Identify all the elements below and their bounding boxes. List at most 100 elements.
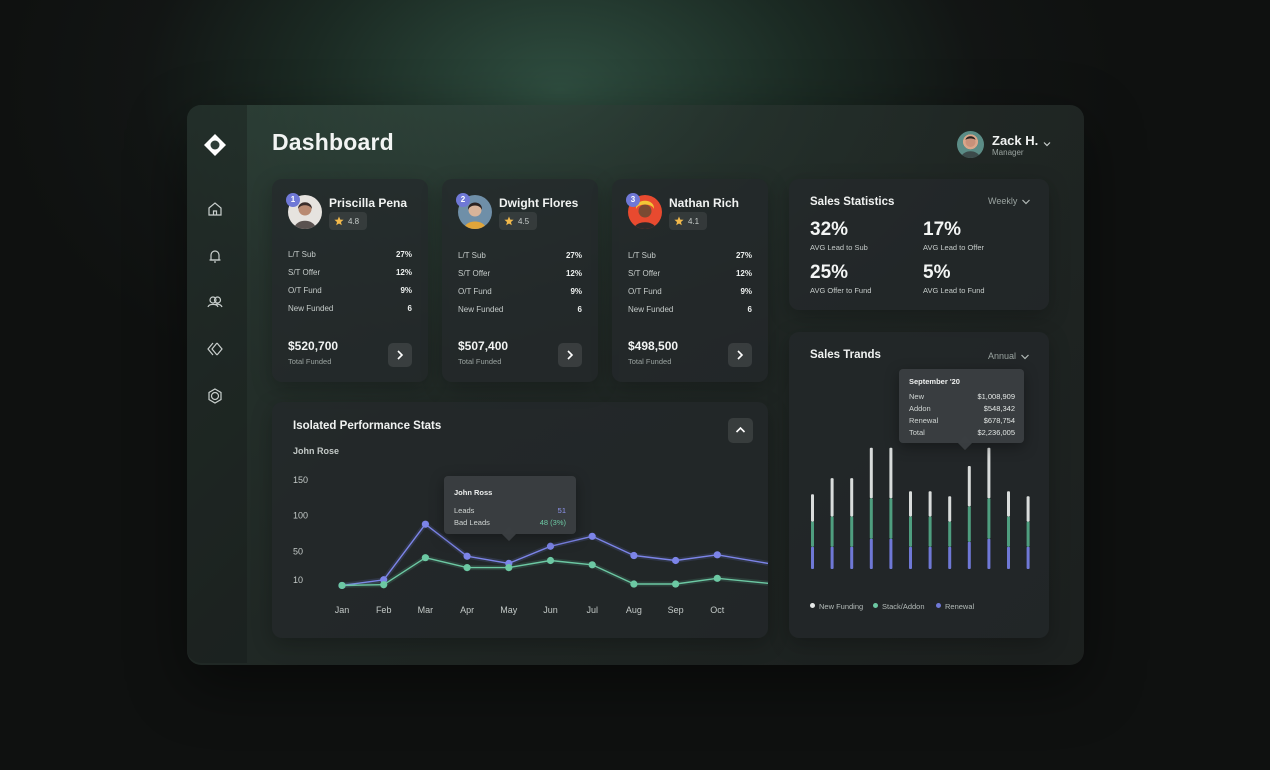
tooltip-value: $1,008,909 xyxy=(977,392,1015,401)
total-funded-amount: $520,700 xyxy=(288,339,339,353)
bar-segment xyxy=(811,521,814,547)
sales-statistics-title: Sales Statistics xyxy=(810,196,895,208)
bar-segment xyxy=(987,498,991,539)
bar-segment xyxy=(830,478,834,517)
x-tick-label: Oct xyxy=(710,605,725,615)
tooltip-label: Addon xyxy=(909,404,931,413)
x-tick-label: Jan xyxy=(335,605,350,615)
legend-label: New Funding xyxy=(819,602,864,611)
data-point xyxy=(672,580,680,588)
stat-label: S/T Offer xyxy=(628,269,661,278)
bar-segment xyxy=(1007,491,1010,517)
legend-dot xyxy=(810,603,815,608)
chevron-right-icon xyxy=(397,350,404,360)
bar-segment xyxy=(987,538,991,569)
bar-segment xyxy=(948,496,952,522)
stat-value: 9% xyxy=(400,286,412,295)
data-point xyxy=(713,574,721,582)
chart-tooltip: John Ross Leads 51 Bad Leads 48 (3%) xyxy=(444,476,576,542)
period-dropdown[interactable]: Weekly xyxy=(988,196,1031,206)
x-tick-label: Apr xyxy=(460,605,474,615)
data-point xyxy=(421,554,429,562)
total-funded-label: Total Funded xyxy=(628,357,672,366)
bar-segment xyxy=(889,498,893,539)
rank-badge: 1 xyxy=(286,193,300,207)
chevron-down-icon xyxy=(1043,142,1051,147)
x-tick-label: Mar xyxy=(418,605,434,615)
legend-label: Renewal xyxy=(945,602,975,611)
logo-icon[interactable] xyxy=(203,133,227,157)
star-icon xyxy=(334,216,344,226)
data-point xyxy=(505,564,513,572)
data-point xyxy=(380,581,388,589)
rep-card: 2 Dwight Flores 4.5 L/T Sub 27% S/T Offe… xyxy=(442,179,598,382)
chevrons-icon[interactable] xyxy=(205,339,225,359)
bar-segment xyxy=(928,516,932,547)
y-tick-label: 150 xyxy=(293,475,308,485)
stat-label: S/T Offer xyxy=(458,269,491,278)
open-rep-button[interactable] xyxy=(728,343,752,367)
bar-segment xyxy=(1026,546,1030,569)
home-icon[interactable] xyxy=(205,199,225,219)
sales-trends-card: Sales Trands Annual September '20 New $1… xyxy=(789,332,1049,638)
bar-segment xyxy=(830,516,834,547)
rating-badge: 4.1 xyxy=(669,212,707,230)
stat-value: 12% xyxy=(395,268,412,277)
open-rep-button[interactable] xyxy=(558,343,582,367)
data-point xyxy=(630,551,638,560)
total-funded-label: Total Funded xyxy=(288,357,332,366)
tooltip-value: $548,342 xyxy=(983,404,1015,413)
bar-segment xyxy=(1007,516,1010,547)
metric-value: 17% xyxy=(923,219,962,240)
tooltip-label: Renewal xyxy=(909,416,939,425)
bar-segment xyxy=(869,447,873,499)
settings-icon[interactable] xyxy=(205,386,225,406)
performance-card: 150 100 50 10 Jan Feb Mar Apr May Jun Jul Aug Sep Oct… xyxy=(272,402,769,638)
stat-value: 6 xyxy=(407,304,412,313)
bar-segment xyxy=(869,538,873,569)
data-point xyxy=(588,561,596,569)
data-point xyxy=(546,542,555,550)
data-point xyxy=(463,564,471,572)
performance-title: Isolated Performance Stats xyxy=(293,420,442,432)
user-name: Zack H. xyxy=(992,133,1039,148)
data-point xyxy=(421,520,429,528)
tooltip-value: $678,754 xyxy=(983,416,1015,425)
chevron-up-icon xyxy=(735,426,746,433)
rank-badge: 3 xyxy=(626,193,640,207)
bar-segment xyxy=(830,546,834,569)
metric-label: AVG Lead to Fund xyxy=(923,286,985,295)
x-tick-label: Aug xyxy=(626,605,642,615)
legend-label: Stack/Addon xyxy=(882,602,925,611)
rep-card: 1 Priscilla Pena 4.8 L/T Sub 27% S/T Off… xyxy=(272,179,428,382)
metric-value: 5% xyxy=(923,262,951,283)
bell-icon[interactable] xyxy=(205,246,225,266)
legend-item: New Funding xyxy=(810,602,863,611)
bar-segment xyxy=(1007,546,1010,569)
bar-segment xyxy=(967,541,971,569)
open-rep-button[interactable] xyxy=(388,343,412,367)
legend-item: Stack/Addon xyxy=(873,602,925,611)
collapse-button[interactable] xyxy=(728,418,753,443)
total-funded-label: Total Funded xyxy=(458,357,502,366)
x-tick-label: Jul xyxy=(586,605,598,615)
stat-label: L/T Sub xyxy=(288,250,316,259)
period-dropdown[interactable]: Annual xyxy=(988,351,1029,361)
total-funded-amount: $498,500 xyxy=(628,339,679,353)
stat-value: 27% xyxy=(735,251,752,260)
data-point xyxy=(588,532,596,540)
stat-value: 9% xyxy=(570,287,582,296)
user-menu[interactable]: Zack H. Manager xyxy=(957,130,1057,160)
data-point xyxy=(463,552,471,560)
sales-statistics-card: Sales Statistics Weekly 32% AVG Lead to … xyxy=(789,179,1049,310)
stat-value: 27% xyxy=(565,251,582,260)
chevron-right-icon xyxy=(567,350,574,360)
stat-label: New Funded xyxy=(458,305,504,314)
avatar xyxy=(957,131,984,158)
users-icon[interactable] xyxy=(205,292,225,312)
stat-label: O/T Fund xyxy=(458,287,492,296)
data-point xyxy=(338,581,346,590)
y-tick-label: 100 xyxy=(293,511,308,521)
metric-label: AVG Lead to Sub xyxy=(810,243,868,252)
bar-segment xyxy=(909,516,912,547)
